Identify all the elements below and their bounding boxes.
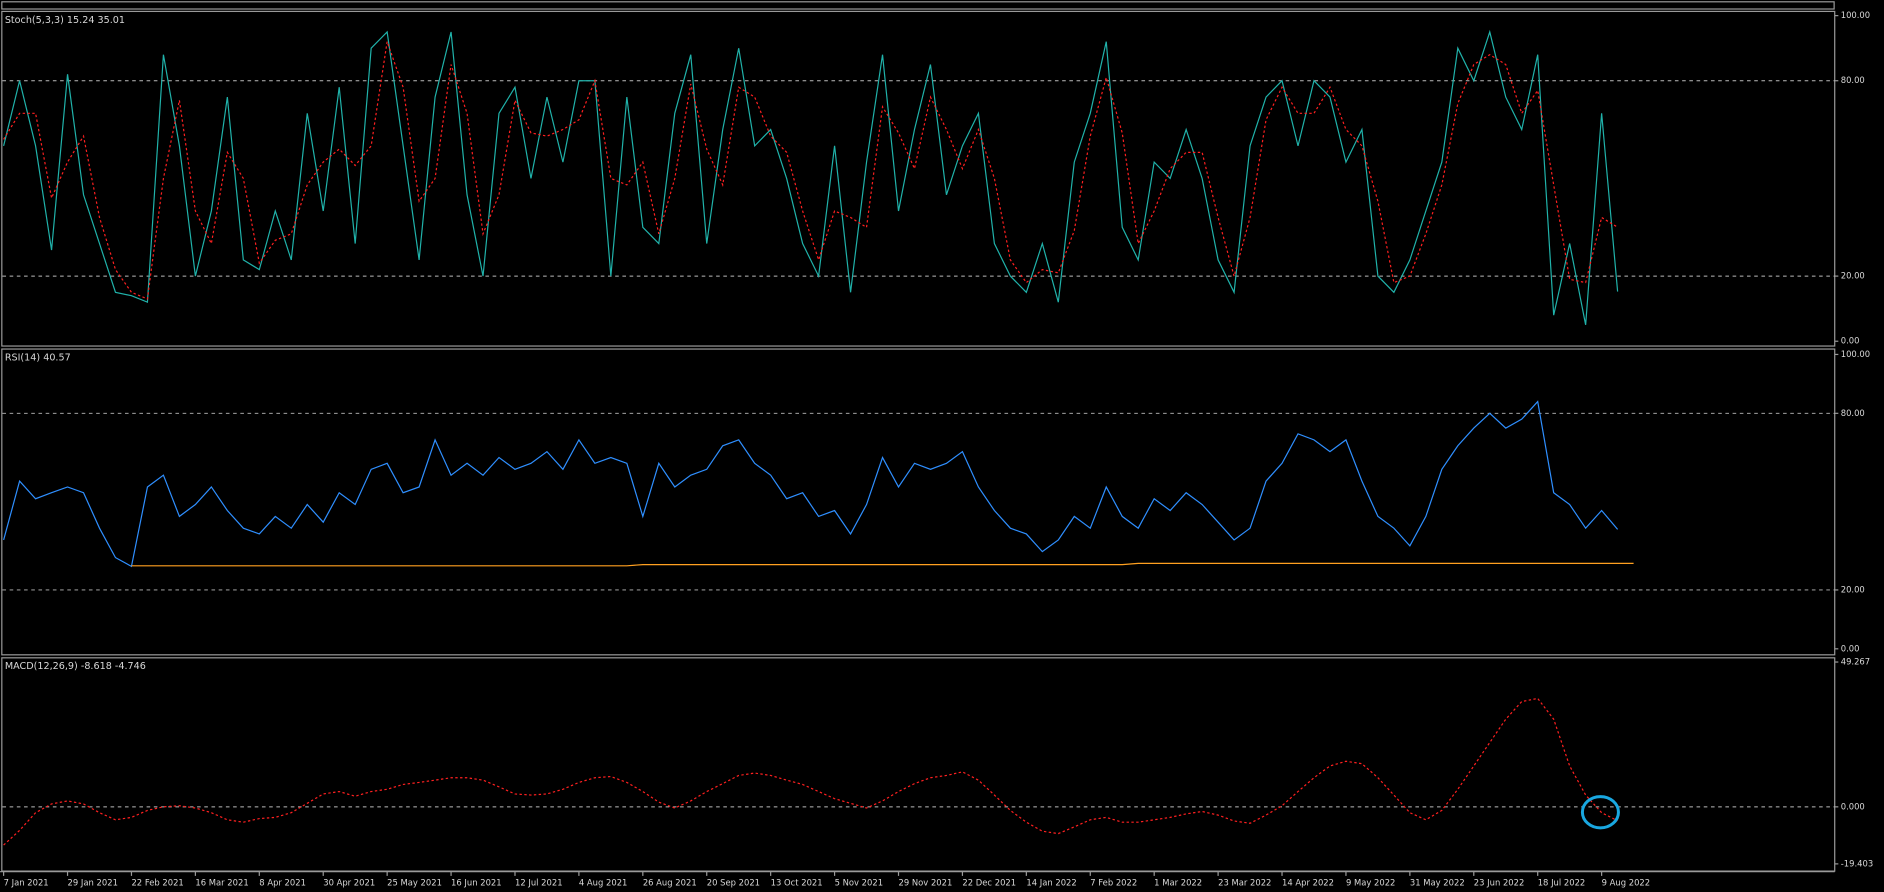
x-tick-label: 18 Jul 2022 bbox=[1538, 878, 1586, 888]
indicator-line bbox=[3, 400, 1619, 568]
y-tick-label: -19.403 bbox=[1841, 858, 1873, 868]
x-tick-label: 26 Aug 2021 bbox=[643, 878, 697, 888]
x-tick-label: 16 Mar 2021 bbox=[195, 878, 248, 888]
y-tick-label: 20.00 bbox=[1841, 271, 1865, 281]
x-tick-label: 25 May 2021 bbox=[387, 878, 442, 888]
indicator-title: Stoch(5,3,3) 15.24 35.01 bbox=[5, 15, 125, 26]
x-tick-label: 9 May 2022 bbox=[1346, 878, 1395, 888]
x-tick-label: 16 Jun 2021 bbox=[451, 878, 502, 888]
x-tick-label: 20 Sep 2021 bbox=[707, 878, 760, 888]
x-tick-label: 22 Dec 2021 bbox=[962, 878, 1016, 888]
x-tick-label: 8 Apr 2021 bbox=[259, 878, 306, 888]
x-tick-label: 13 Oct 2021 bbox=[771, 878, 823, 888]
indicator-pane bbox=[1, 348, 1836, 656]
x-tick-label: 29 Jan 2021 bbox=[68, 878, 118, 888]
x-tick-label: 12 Jul 2021 bbox=[515, 878, 563, 888]
indicator-title: MACD(12,26,9) -8.618 -4.746 bbox=[5, 661, 146, 672]
x-tick-label: 7 Jan 2021 bbox=[4, 878, 49, 888]
x-tick-label: 1 Mar 2022 bbox=[1154, 878, 1202, 888]
main-pane-strip bbox=[1, 1, 1835, 10]
indicator-line bbox=[131, 562, 1634, 567]
indicator-line bbox=[3, 29, 1619, 326]
x-tick-label: 5 Nov 2021 bbox=[835, 878, 884, 888]
x-tick-label: 4 Aug 2021 bbox=[579, 878, 628, 888]
indicator-line bbox=[3, 41, 1618, 300]
x-tick-label: 7 Feb 2022 bbox=[1090, 878, 1137, 888]
indicator-title: RSI(14) 40.57 bbox=[5, 352, 71, 363]
y-tick-label: 80.00 bbox=[1841, 408, 1865, 418]
y-tick-label: 0.00 bbox=[1841, 643, 1860, 653]
y-tick-label: 100.00 bbox=[1841, 349, 1870, 359]
highlight-circle bbox=[1580, 795, 1620, 830]
x-tick-label: 22 Feb 2021 bbox=[131, 878, 183, 888]
y-tick-label: 0.000 bbox=[1841, 801, 1865, 811]
y-tick-label: 49.267 bbox=[1841, 657, 1870, 667]
y-tick-label: 20.00 bbox=[1841, 584, 1865, 594]
indicator-line bbox=[3, 697, 1618, 846]
x-tick-label: 14 Jan 2022 bbox=[1026, 878, 1076, 888]
x-tick-label: 23 Mar 2022 bbox=[1218, 878, 1271, 888]
x-tick-label: 14 Apr 2022 bbox=[1282, 878, 1334, 888]
x-tick-label: 30 Apr 2021 bbox=[323, 878, 375, 888]
y-tick-label: 0.00 bbox=[1841, 336, 1860, 346]
x-tick-label: 23 Jun 2022 bbox=[1474, 878, 1525, 888]
x-tick-label: 9 Aug 2022 bbox=[1602, 878, 1651, 888]
y-tick-label: 100.00 bbox=[1841, 10, 1870, 20]
x-tick-label: 29 Nov 2021 bbox=[899, 878, 953, 888]
x-tick-label: 31 May 2022 bbox=[1410, 878, 1465, 888]
indicator-pane bbox=[1, 10, 1836, 347]
y-tick-label: 80.00 bbox=[1841, 75, 1865, 85]
